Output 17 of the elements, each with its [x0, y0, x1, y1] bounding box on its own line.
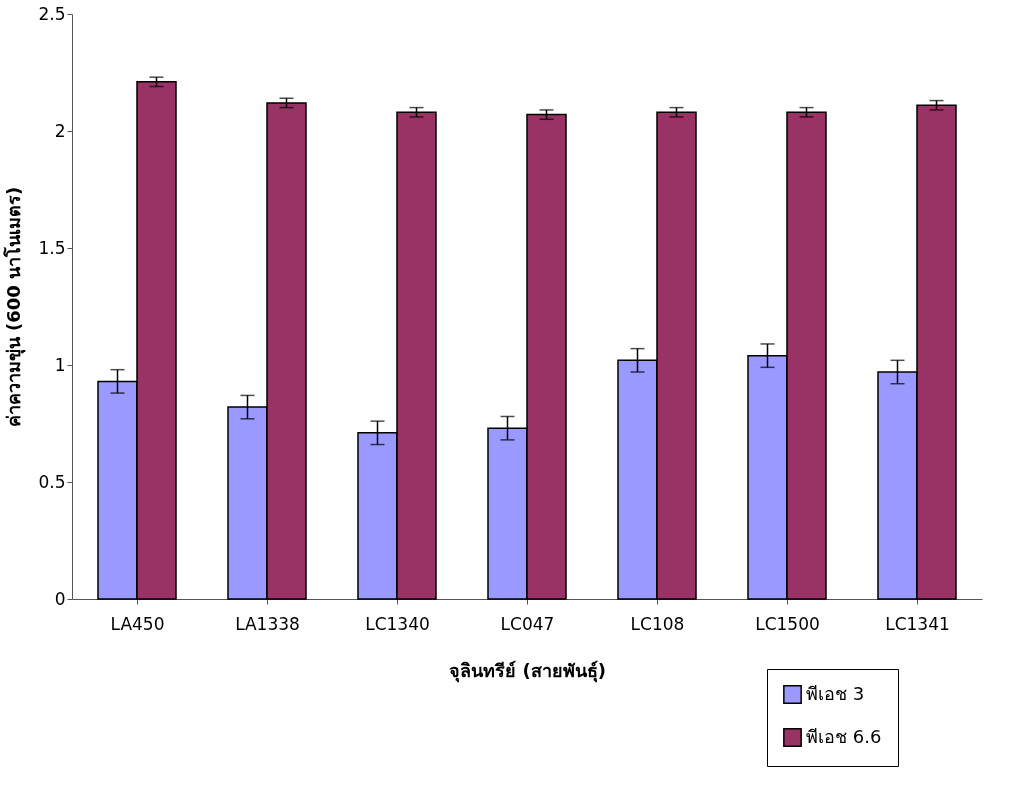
y-tick-label: 1.5 [38, 237, 66, 258]
x-tick-label: LC108 [630, 613, 685, 634]
x-tick-label: LC1340 [365, 613, 430, 634]
y-tick-label: 2.5 [38, 3, 66, 24]
y-axis-title: ค่าความขุ่น (600 นาโนเมตร) [3, 186, 27, 428]
y-tick-label: 0 [54, 588, 66, 609]
y-tick-label: 1 [54, 354, 66, 375]
x-tick-label: LA450 [110, 613, 165, 634]
x-tick-label: LC1341 [885, 613, 950, 634]
legend-label: พีเอช 6.6 [806, 725, 882, 747]
legend-label: พีเอช 3 [806, 682, 865, 704]
x-tick-label: LC047 [500, 613, 555, 634]
x-axis-title: จุลินทรีย์ (สายพันธุ์) [449, 659, 606, 683]
y-tick-label: 0.5 [38, 471, 66, 492]
x-tick-label: LA1338 [235, 613, 300, 634]
y-tick-label: 2 [54, 120, 66, 141]
x-tick-label: LC1500 [755, 613, 820, 634]
